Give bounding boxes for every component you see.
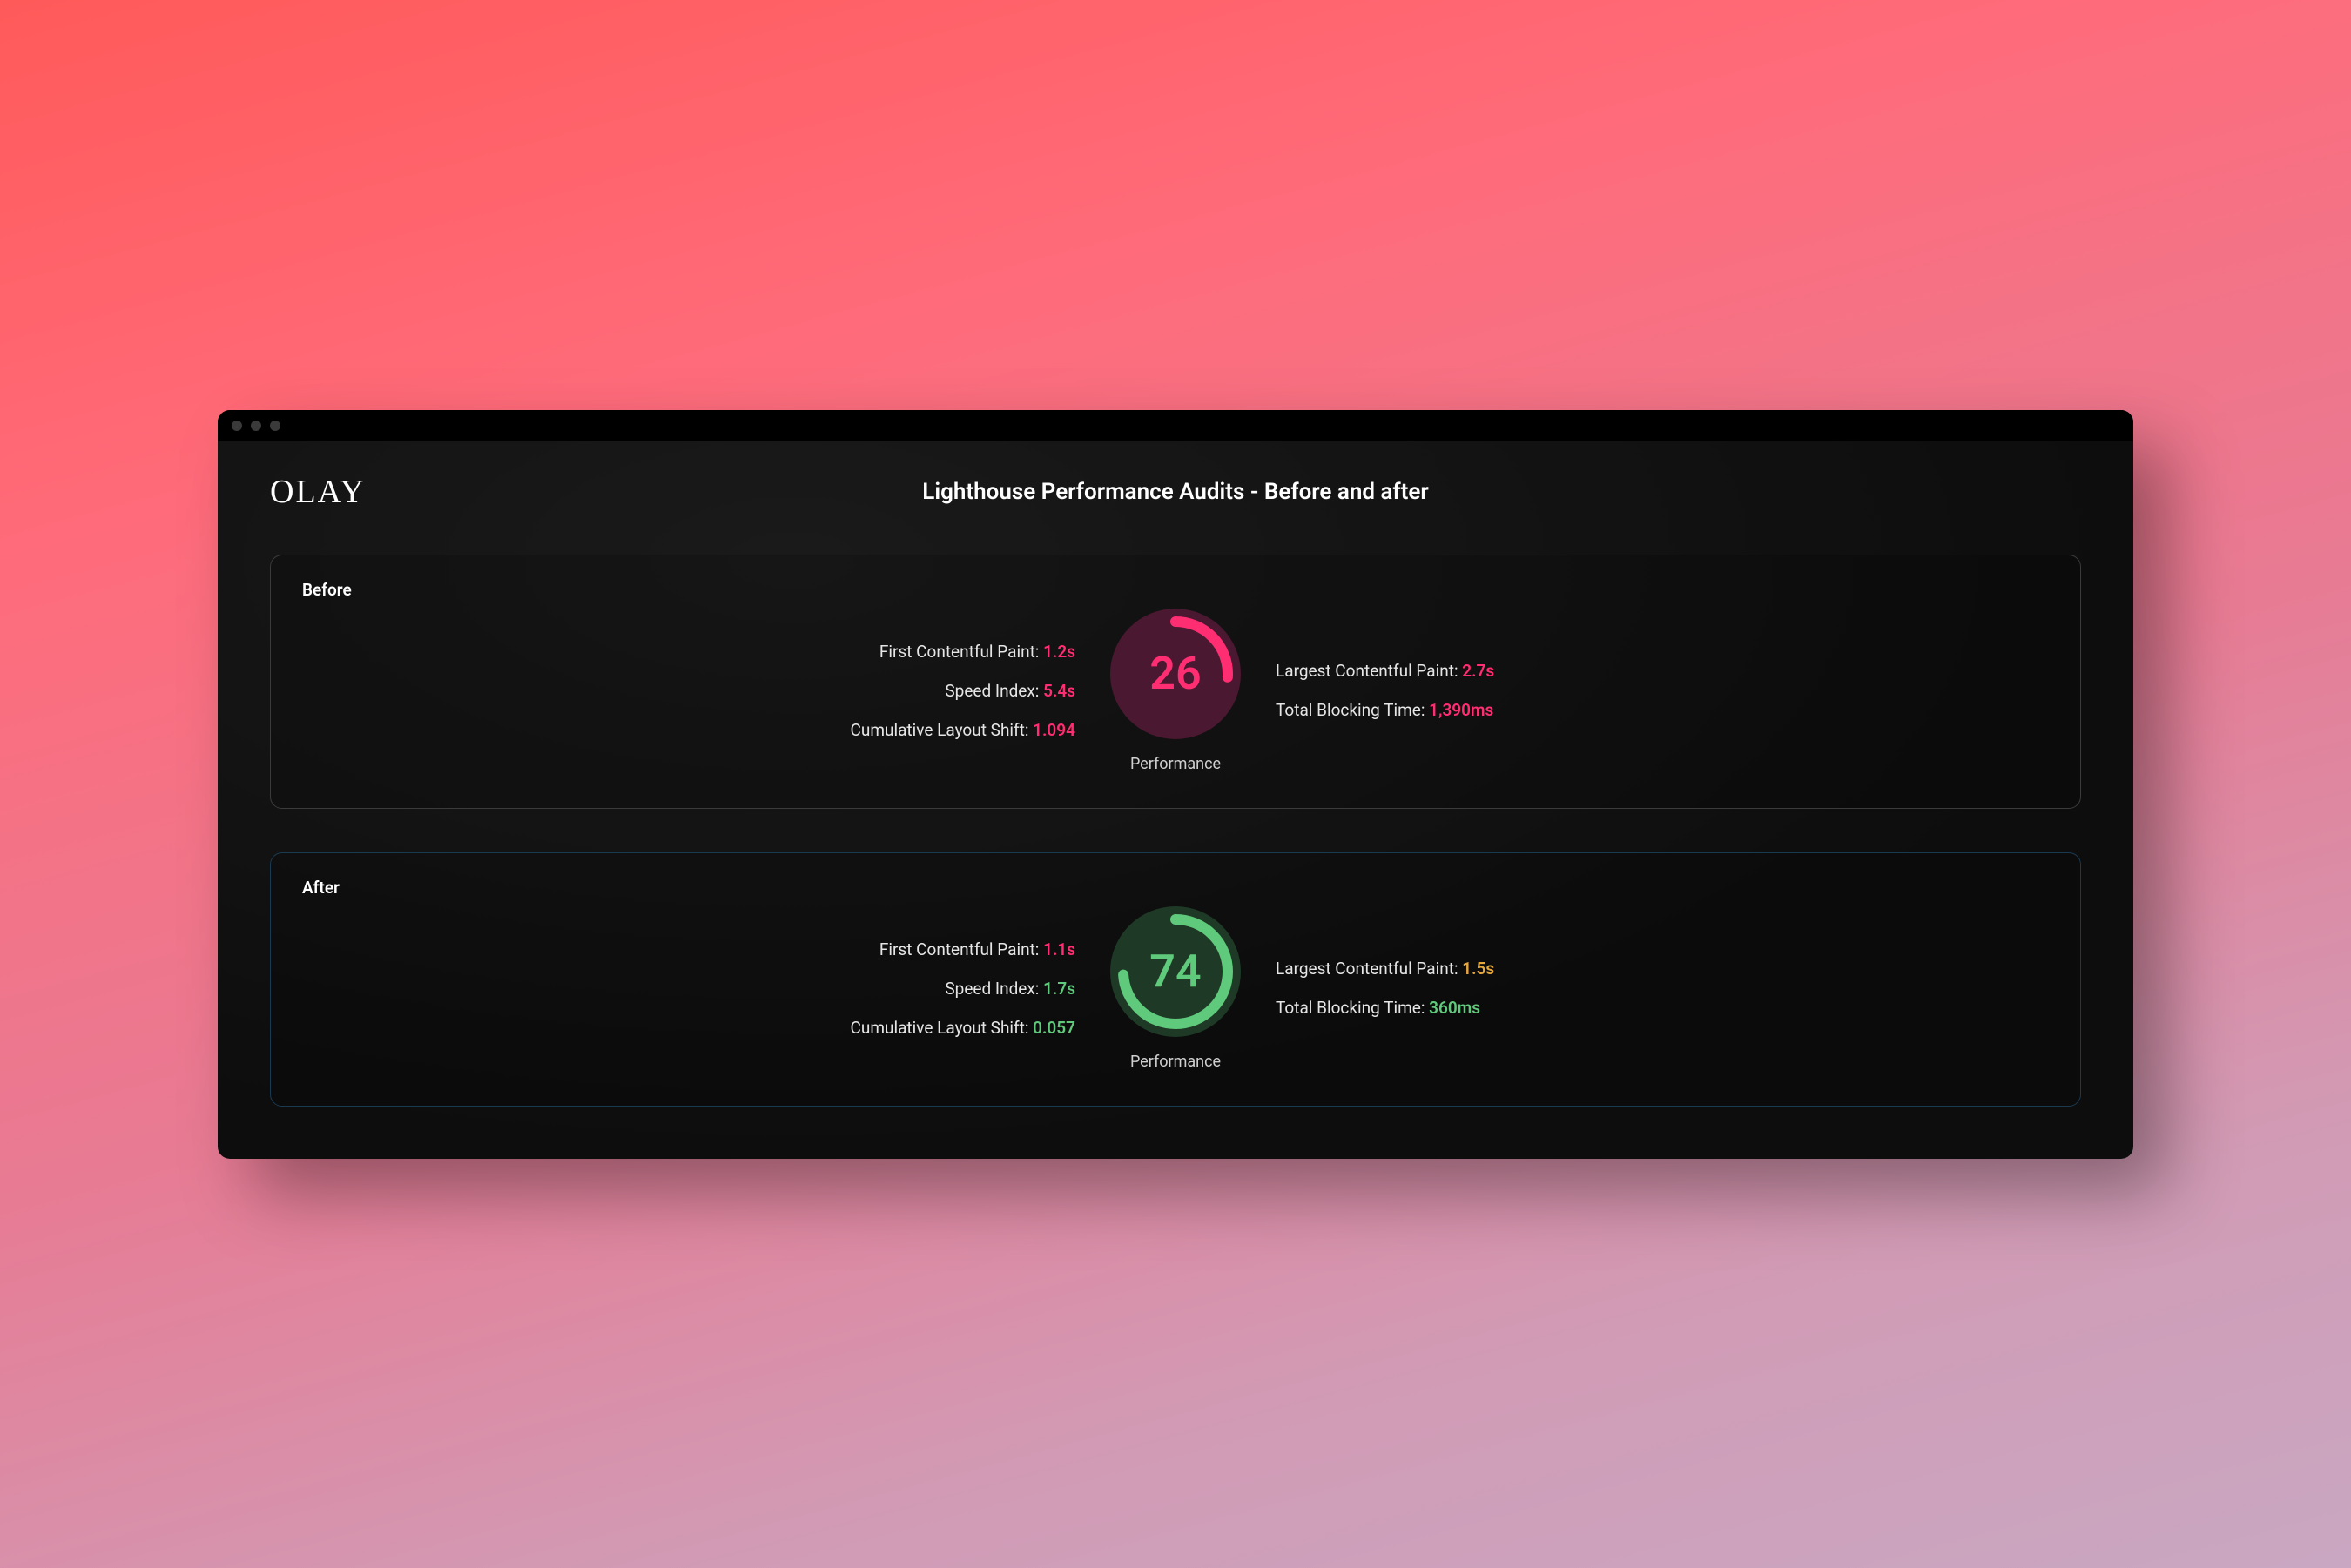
gauge-label: Performance xyxy=(1130,755,1221,773)
gauge-score: 74 xyxy=(1110,906,1241,1037)
gauge-ring: 74 xyxy=(1110,906,1241,1037)
metric-value: 360ms xyxy=(1429,998,1480,1018)
metric-label: Total Blocking Time: xyxy=(1276,998,1429,1018)
panel-title: After xyxy=(302,878,2049,898)
metric-value: 1.2s xyxy=(1043,642,1075,662)
metric-label: Cumulative Layout Shift: xyxy=(851,720,1034,740)
metric-label: Largest Contentful Paint: xyxy=(1276,959,1462,979)
traffic-light-close-icon[interactable] xyxy=(232,421,242,431)
brand-logo: OLAY xyxy=(270,473,366,511)
panel-body: First Contentful Paint: 1.1sSpeed Index:… xyxy=(302,906,2049,1071)
panel-after: AfterFirst Contentful Paint: 1.1sSpeed I… xyxy=(270,852,2081,1107)
page-title: Lighthouse Performance Audits - Before a… xyxy=(922,479,1428,505)
performance-gauge: 26 Performance xyxy=(1110,609,1241,773)
metric-row: Cumulative Layout Shift: 1.094 xyxy=(302,720,1075,740)
metrics-left: First Contentful Paint: 1.1sSpeed Index:… xyxy=(302,939,1075,1038)
metric-value: 1,390ms xyxy=(1429,700,1493,720)
gauge-ring: 26 xyxy=(1110,609,1241,739)
window-titlebar xyxy=(218,410,2133,441)
metric-row: First Contentful Paint: 1.2s xyxy=(302,642,1075,662)
metric-label: Cumulative Layout Shift: xyxy=(851,1018,1034,1038)
metric-row: Speed Index: 5.4s xyxy=(302,681,1075,701)
panel-title: Before xyxy=(302,580,2049,600)
metric-row: Largest Contentful Paint: 2.7s xyxy=(1276,661,2049,681)
metrics-right: Largest Contentful Paint: 1.5s Total Bloc… xyxy=(1276,959,2049,1018)
metric-label: Total Blocking Time: xyxy=(1276,700,1429,720)
performance-gauge: 74 Performance xyxy=(1110,906,1241,1071)
metric-value: 0.057 xyxy=(1033,1018,1075,1038)
metric-label: First Contentful Paint: xyxy=(879,642,1043,662)
gauge-score: 26 xyxy=(1110,609,1241,739)
metric-value: 1.5s xyxy=(1462,959,1494,979)
metric-row: First Contentful Paint: 1.1s xyxy=(302,939,1075,959)
metric-row: Total Blocking Time: 360ms xyxy=(1276,998,2049,1018)
metric-label: Speed Index: xyxy=(945,681,1043,701)
traffic-light-zoom-icon[interactable] xyxy=(270,421,280,431)
panel-body: First Contentful Paint: 1.2sSpeed Index:… xyxy=(302,609,2049,773)
metric-row: Cumulative Layout Shift: 0.057 xyxy=(302,1018,1075,1038)
metric-row: Speed Index: 1.7s xyxy=(302,979,1075,999)
browser-window: OLAY Lighthouse Performance Audits - Bef… xyxy=(218,410,2133,1159)
metric-value: 5.4s xyxy=(1043,681,1075,701)
metrics-left: First Contentful Paint: 1.2sSpeed Index:… xyxy=(302,642,1075,740)
metric-value: 1.7s xyxy=(1043,979,1075,999)
metric-value: 2.7s xyxy=(1462,661,1494,681)
traffic-light-minimize-icon[interactable] xyxy=(251,421,261,431)
metric-value: 1.094 xyxy=(1033,720,1075,740)
panels-container: BeforeFirst Contentful Paint: 1.2sSpeed … xyxy=(218,528,2133,1159)
metric-label: Speed Index: xyxy=(945,979,1043,999)
page-header: OLAY Lighthouse Performance Audits - Bef… xyxy=(218,441,2133,528)
metric-row: Total Blocking Time: 1,390ms xyxy=(1276,700,2049,720)
metric-row: Largest Contentful Paint: 1.5s xyxy=(1276,959,2049,979)
metrics-right: Largest Contentful Paint: 2.7s Total Bloc… xyxy=(1276,661,2049,720)
gauge-label: Performance xyxy=(1130,1053,1221,1071)
panel-before: BeforeFirst Contentful Paint: 1.2sSpeed … xyxy=(270,555,2081,809)
metric-label: First Contentful Paint: xyxy=(879,939,1043,959)
metric-label: Largest Contentful Paint: xyxy=(1276,661,1462,681)
metric-value: 1.1s xyxy=(1043,939,1075,959)
